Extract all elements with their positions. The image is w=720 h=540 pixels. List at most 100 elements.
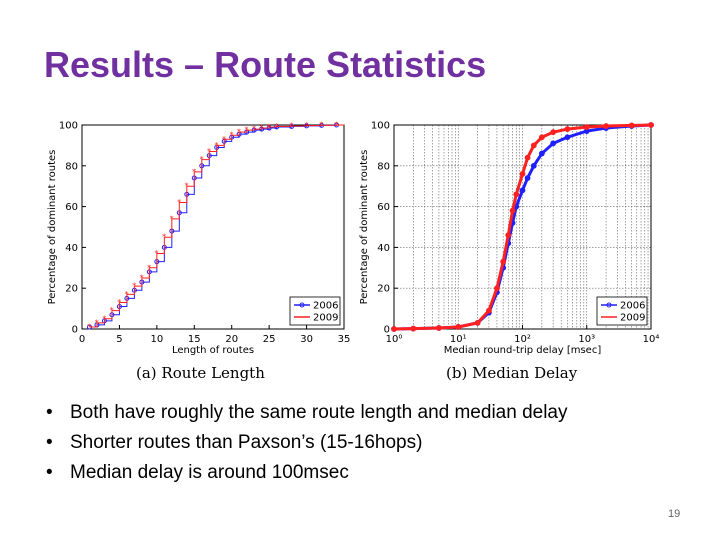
data-point [530, 162, 537, 169]
data-point: * [185, 182, 189, 191]
y-tick-label: 60 [377, 202, 390, 213]
data-point [530, 142, 537, 149]
data-point: * [117, 298, 121, 307]
legend-label: 2009 [313, 313, 338, 324]
grid-lines [393, 125, 651, 329]
data-point [524, 175, 531, 181]
data-point: * [267, 123, 271, 132]
x-tick-label: 25 [263, 334, 276, 345]
series-line [89, 124, 344, 328]
data-point: * [304, 121, 308, 130]
route-length-caption: (a) Route Length [136, 364, 265, 382]
data-point: * [222, 135, 226, 144]
data-point [509, 207, 516, 214]
legend-box [289, 296, 341, 326]
data-point [486, 307, 492, 314]
data-point: * [132, 282, 136, 291]
data-point: * [334, 121, 338, 130]
x-axis-label: Length of routes [172, 345, 254, 356]
x-tick-label: 30 [300, 334, 313, 345]
data-point: * [289, 122, 293, 131]
data-point: * [147, 263, 151, 272]
legend-label: 2006 [620, 301, 645, 312]
x-tick-label: 10¹ [450, 334, 467, 345]
data-point: * [177, 198, 181, 207]
data-point [564, 126, 571, 132]
data-point [648, 122, 654, 128]
data-point [455, 324, 462, 330]
plot-frame [81, 124, 345, 330]
data-point: * [207, 147, 211, 156]
data-point [524, 154, 531, 161]
data-point: * [237, 128, 241, 137]
data-point: * [215, 141, 219, 150]
x-tick-label: 0 [79, 334, 85, 345]
x-tick-label: 15 [188, 334, 201, 345]
median-delay-chart: 10⁰ 10¹ 10² 10³ 10⁴ 0 20 40 60 80 100 Median round-… [359, 121, 660, 357]
bullet-item: Median delay is around 100msec [40, 458, 568, 488]
page-number: 19 [668, 508, 681, 520]
y-tick-label: 60 [65, 202, 78, 213]
y-tick-label: 0 [384, 325, 390, 336]
data-point: * [87, 322, 91, 331]
y-axis-label: Percentage of dominant routes [47, 150, 58, 305]
route-length-chart: 0 5 10 15 20 25 30 35 0 20 40 60 80 100 Length of rout… [47, 121, 350, 357]
data-point [505, 232, 512, 239]
data-point: * [230, 131, 234, 140]
series-2009: * * ***************** * * * * * * * * * * * [87, 121, 344, 331]
data-point [538, 150, 545, 157]
y-tick-label: 0 [72, 325, 78, 336]
y-tick-label: 20 [65, 284, 78, 295]
y-tick-label: 40 [65, 243, 78, 254]
data-point: * [125, 290, 129, 299]
legend-marker [299, 302, 305, 308]
data-point: * [140, 274, 144, 283]
x-tick-label: 10 [150, 334, 163, 345]
x-tick-label: 10⁴ [643, 334, 660, 345]
data-point [410, 325, 417, 332]
data-point: * [319, 121, 323, 130]
bullet-item: Shorter routes than Paxson’s (15-16hops) [40, 428, 568, 458]
data-point [500, 258, 507, 265]
x-tick-label: 5 [116, 334, 122, 345]
data-point [519, 171, 526, 177]
legend-label: 2009 [620, 313, 645, 324]
data-point [564, 134, 571, 141]
legend-box [596, 296, 648, 326]
data-point [538, 134, 545, 141]
data-point: * [110, 306, 114, 315]
y-tick-label: 80 [65, 161, 78, 172]
data-point [628, 122, 635, 129]
data-point: * [259, 124, 263, 133]
data-point [550, 129, 557, 136]
median-delay-caption: (b) Median Delay [446, 364, 578, 382]
x-tick-label: 20 [225, 334, 238, 345]
data-point [603, 123, 609, 129]
x-axis-label: Median round-trip delay [msec] [444, 345, 602, 356]
y-tick-label: 80 [377, 161, 390, 172]
data-point: * [200, 155, 204, 164]
y-tick-label: 20 [377, 284, 390, 295]
series-2009 [391, 122, 654, 332]
data-point: * [274, 122, 278, 131]
data-point: * [244, 126, 248, 135]
data-point [519, 187, 526, 194]
y-axis-label: Percentage of dominant routes [359, 150, 370, 305]
data-point: * [155, 249, 159, 258]
x-tick-label: 10³ [578, 334, 595, 345]
data-point [494, 285, 500, 292]
x-tick-label: 10² [514, 334, 531, 345]
data-point: * [252, 125, 256, 134]
bullet-list: Both have roughly the same route length … [40, 398, 568, 488]
legend-marker [606, 302, 612, 308]
x-tick-label: 10⁰ [386, 334, 403, 345]
data-point [550, 140, 557, 147]
data-point [583, 124, 590, 130]
legend-label: 2006 [313, 301, 338, 312]
data-point [391, 326, 397, 332]
data-point: * [170, 214, 174, 223]
bullet-item: Both have roughly the same route length … [40, 398, 568, 428]
slide-title: Results – Route Statistics [44, 44, 487, 85]
